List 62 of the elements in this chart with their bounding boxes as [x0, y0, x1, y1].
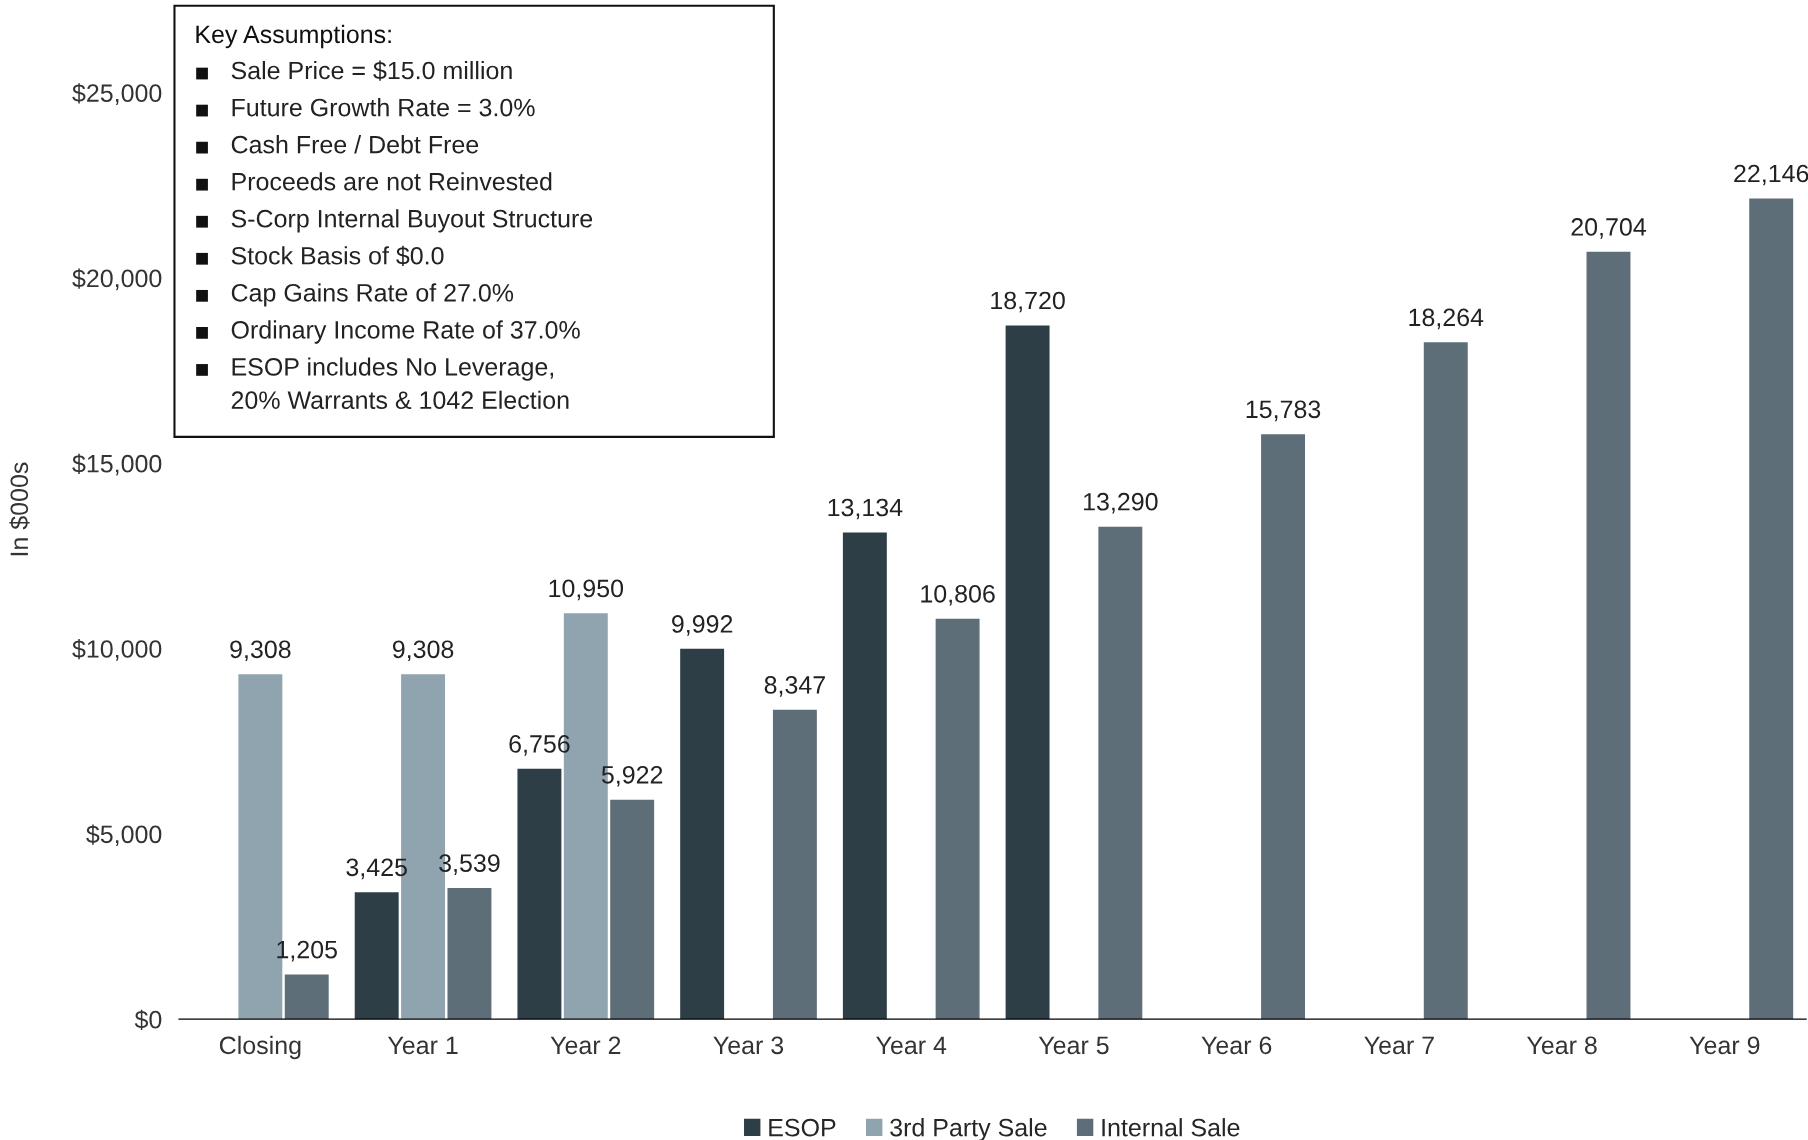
annotation: Future Growth Rate = 3.0% — [232, 98, 535, 117]
data-label: 13,134 — [828, 498, 903, 520]
data-label: 10,806 — [921, 584, 995, 606]
bar — [610, 799, 655, 1020]
x-tick-label: Year 4 — [876, 1036, 947, 1055]
data-label: 6,756 — [509, 735, 570, 756]
x-tick-label: Year 9 — [1689, 1036, 1760, 1055]
bar — [842, 532, 887, 1020]
x-tick-label: Year 8 — [1526, 1036, 1597, 1055]
annotation: Ordinary Income Rate of 37.0% — [231, 320, 580, 344]
data-label: 10,950 — [549, 579, 624, 601]
y-tick-label: $20,000 — [72, 268, 162, 291]
y-tick-label: $15,000 — [72, 453, 162, 476]
x-tick-label: Year 2 — [550, 1036, 621, 1055]
annotation: Cap Gains Rate of 27.0% — [231, 283, 514, 307]
annotation: Key Assumptions: — [196, 24, 391, 49]
data-label: 1,205 — [277, 940, 337, 962]
bar — [1586, 251, 1631, 1020]
y-tick-label: $5,000 — [86, 824, 162, 847]
x-tick-label: Year 6 — [1201, 1036, 1272, 1055]
bar — [935, 618, 980, 1020]
bar — [447, 888, 492, 1020]
y-tick-label: $25,000 — [72, 83, 162, 105]
data-label: 13,290 — [1084, 492, 1158, 514]
bar — [517, 768, 562, 1020]
legend-label: ESOP — [769, 1118, 836, 1137]
annotation: Sale Price = $15.0 million — [231, 60, 512, 81]
data-label: 3,425 — [346, 858, 407, 880]
bar — [1749, 198, 1794, 1020]
bar — [1098, 526, 1143, 1020]
bar — [1423, 342, 1468, 1020]
bar — [354, 892, 399, 1020]
data-label: 9,992 — [672, 615, 733, 636]
y-axis-title: In $000s — [9, 462, 30, 556]
annotation: Cash Free / Debt Free — [231, 135, 479, 154]
x-tick-label: Closing — [219, 1035, 301, 1060]
data-label: 9,308 — [230, 640, 291, 662]
data-label: 15,783 — [1246, 400, 1321, 422]
annotation: Stock Basis of $0.0 — [231, 245, 444, 267]
data-label: 18,720 — [991, 291, 1065, 313]
bar — [1261, 434, 1306, 1020]
x-tick-label: Year 1 — [387, 1036, 458, 1055]
data-label: 22,146 — [1734, 164, 1808, 186]
annotation: S-Corp Internal Buyout Structure — [231, 209, 593, 233]
annotation: ESOP includes No Leverage, 20% Warrants & 1042 Election — [231, 357, 569, 410]
y-tick-label: $0 — [134, 1009, 162, 1030]
x-tick-label: Year 7 — [1364, 1036, 1434, 1055]
data-label: 8,347 — [764, 676, 825, 697]
bar — [680, 648, 725, 1020]
data-label: 9,308 — [392, 640, 454, 662]
bar — [772, 709, 817, 1020]
data-label: 5,922 — [601, 765, 663, 787]
y-tick-label: $10,000 — [72, 639, 162, 661]
annotation: Proceeds are not Reinvested — [232, 172, 552, 191]
bar — [284, 974, 329, 1020]
bar — [1005, 325, 1050, 1020]
data-label: 18,264 — [1409, 308, 1484, 330]
legend-label: Internal Sale — [1102, 1118, 1240, 1137]
x-tick-label: Year 3 — [713, 1036, 784, 1055]
x-tick-label: Year 5 — [1038, 1036, 1109, 1055]
data-label: 20,704 — [1571, 218, 1646, 239]
data-label: 3,539 — [439, 854, 500, 875]
